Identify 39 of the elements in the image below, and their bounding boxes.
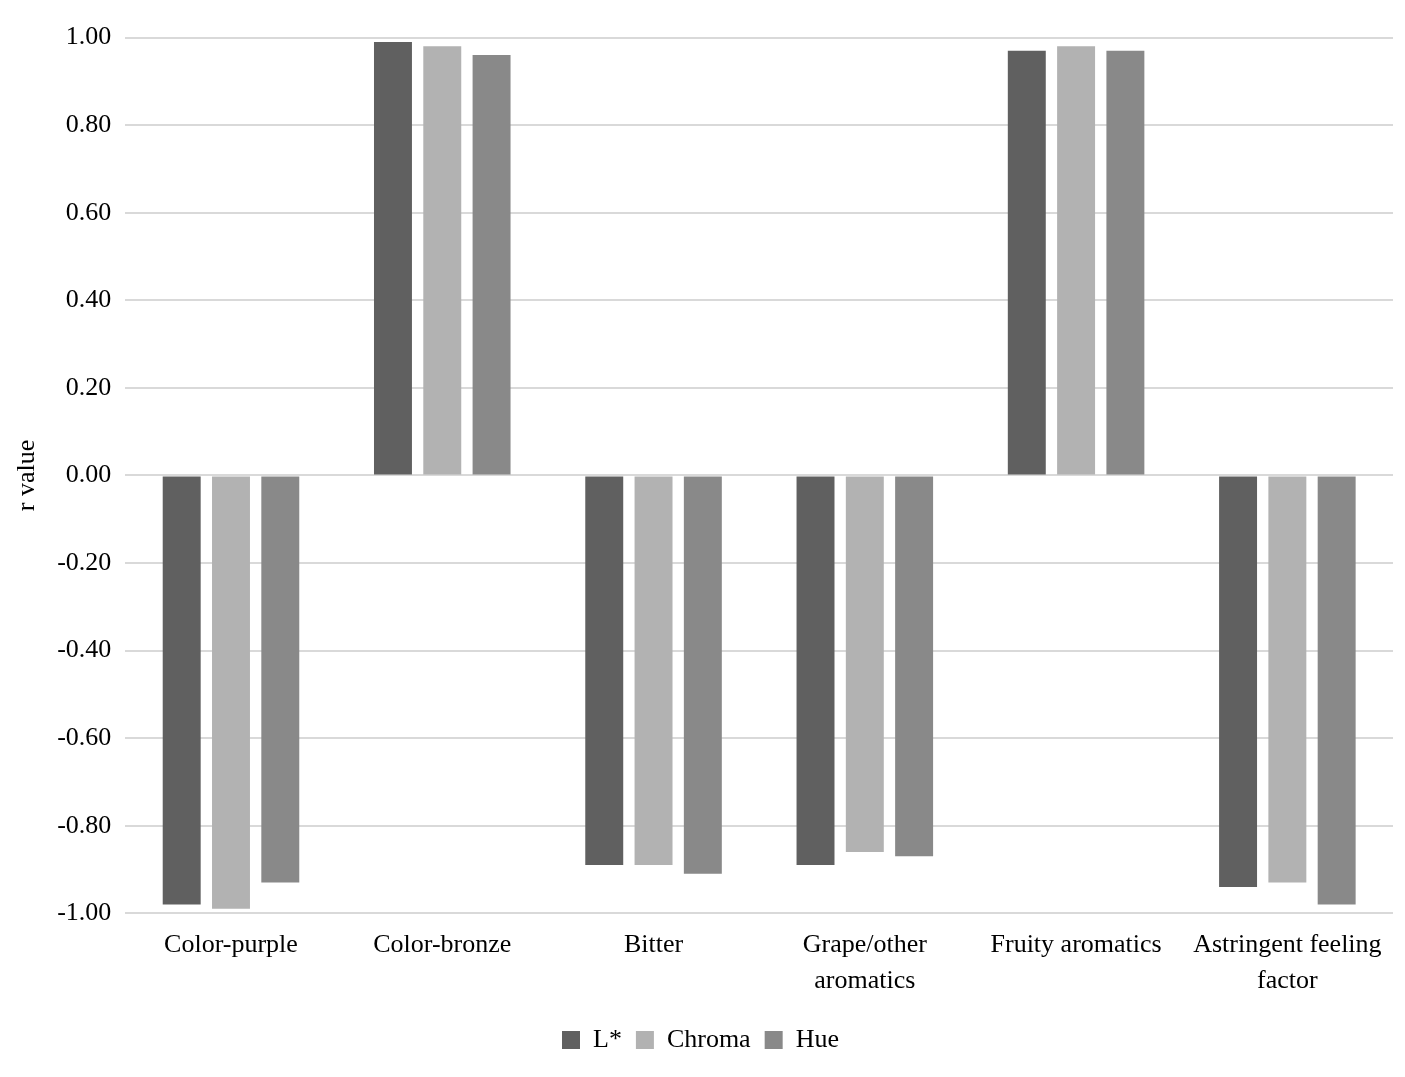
bar (585, 476, 624, 866)
y-axis-title: r value (11, 439, 41, 512)
y-tick-label: -0.80 (57, 809, 112, 839)
bar (1219, 476, 1258, 887)
x-tick-label: Color-bronze (373, 929, 512, 959)
bar (1268, 476, 1307, 883)
legend-label: L* (593, 1023, 622, 1053)
bar (895, 476, 934, 857)
bar (1106, 50, 1145, 475)
y-tick-label: 0.20 (65, 371, 112, 401)
x-tick-label: Grape/other aromatics (802, 929, 928, 994)
y-tick-label: 0.60 (65, 196, 112, 226)
bar (212, 476, 250, 909)
bar (796, 476, 835, 866)
bar (162, 476, 201, 905)
bar (1317, 476, 1356, 905)
y-tick-label: 0.40 (65, 284, 112, 314)
bar (634, 476, 673, 866)
legend-label: Chroma (666, 1023, 752, 1053)
x-tick-label: Bitter (623, 929, 684, 959)
bar (373, 41, 412, 475)
y-tick-label: -0.20 (57, 546, 112, 576)
y-tick-label: 0.80 (65, 108, 112, 138)
y-tick-label: -0.60 (57, 721, 112, 751)
bar (472, 55, 511, 475)
bar (683, 476, 722, 874)
bar (423, 46, 462, 475)
legend-label: Hue (795, 1023, 839, 1053)
bar (1007, 50, 1046, 475)
x-tick-label: Color-purple (164, 929, 298, 959)
y-tick-label: -1.00 (57, 897, 112, 927)
bar (845, 476, 884, 852)
y-tick-label: 0.00 (65, 459, 112, 489)
x-tick-label: Fruity aromatics (990, 929, 1162, 959)
bar (261, 476, 300, 883)
y-tick-label: -0.40 (57, 634, 112, 664)
bar (1057, 46, 1096, 475)
x-tick-label: Astringent feeling factor (1193, 929, 1382, 994)
y-tick-label: 1.00 (65, 21, 112, 51)
